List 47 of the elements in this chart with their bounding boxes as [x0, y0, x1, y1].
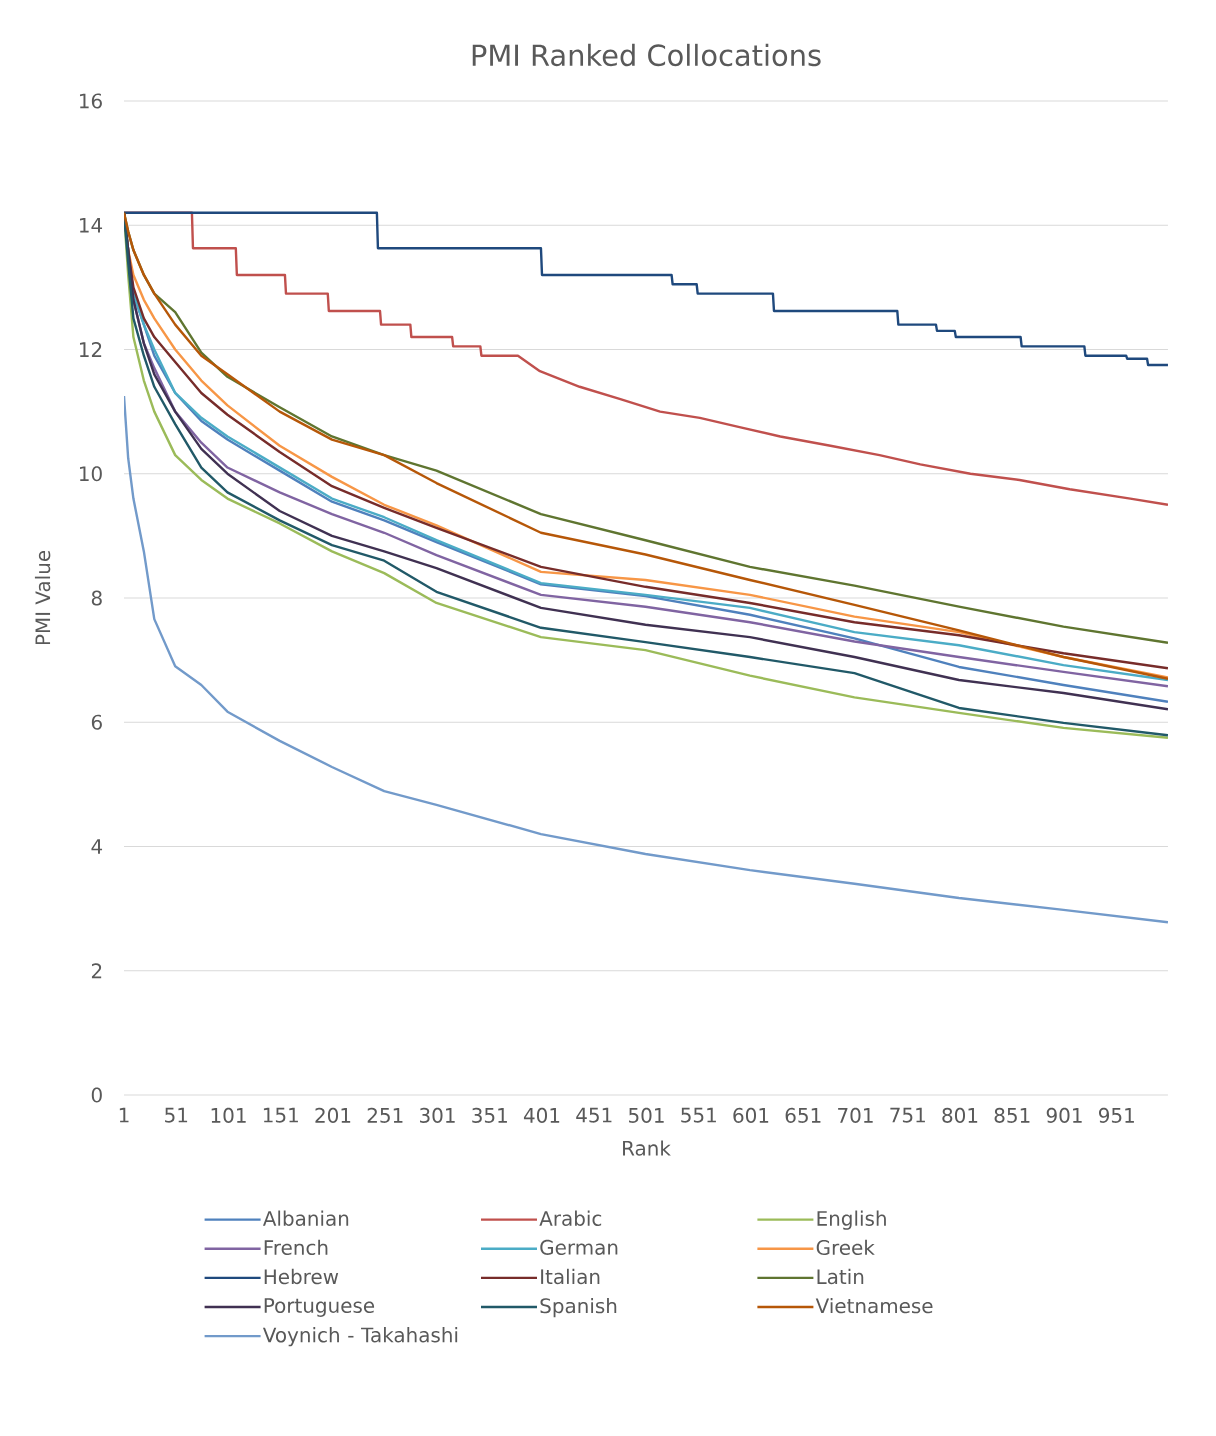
x-tick-label: 751: [890, 1107, 925, 1123]
x-tick-label: 351: [472, 1107, 507, 1123]
y-tick-label: 14: [79, 217, 103, 233]
x-tick-label: 1: [119, 1107, 129, 1123]
legend-label: Italian: [541, 1268, 600, 1285]
line-series: [124, 394, 1168, 924]
y-tick-label: 16: [79, 93, 102, 109]
x-tick-label: 951: [1098, 1107, 1134, 1123]
legend-label: Albanian: [262, 1210, 349, 1226]
y-tick-label: 2: [91, 963, 102, 979]
legend-label: Latin: [817, 1268, 864, 1285]
legend-label: German: [540, 1239, 618, 1255]
legend-label: Vietnamese: [815, 1297, 933, 1314]
x-tick-label: 601: [733, 1107, 769, 1123]
x-tick-label: 51: [165, 1107, 188, 1123]
legend-label: Arabic: [539, 1210, 602, 1226]
chart-title: PMI Ranked Collocations: [472, 43, 821, 67]
x-tick-label: 851: [994, 1107, 1030, 1123]
legend-label: Hebrew: [264, 1268, 339, 1285]
x-tick-label: 201: [315, 1107, 351, 1123]
x-tick-label: 401: [523, 1107, 560, 1123]
y-axis-title: PMI Value: [34, 550, 51, 645]
y-tick-label: 6: [91, 714, 102, 730]
x-tick-label: 701: [838, 1107, 873, 1123]
x-tick-label: 101: [211, 1107, 246, 1123]
legend-label: French: [264, 1239, 328, 1256]
y-tick-label: 12: [79, 342, 102, 357]
x-tick-label: 251: [367, 1107, 403, 1123]
x-tick-label: 901: [1046, 1107, 1082, 1123]
x-axis-title: Rank: [623, 1140, 671, 1156]
x-tick-label: 451: [576, 1107, 612, 1123]
legend-label: Voynich - Takahashi: [262, 1327, 458, 1347]
y-tick-label: 0: [91, 1087, 102, 1103]
x-tick-label: 551: [681, 1107, 716, 1123]
y-tick-label: 4: [91, 839, 103, 854]
legend-label: Portuguese: [264, 1298, 375, 1317]
legend-label: English: [817, 1210, 886, 1230]
x-tick-label: 501: [629, 1107, 664, 1123]
x-tick-label: 801: [942, 1107, 978, 1123]
legend-label: Spanish: [540, 1297, 617, 1318]
x-tick-label: 301: [420, 1107, 455, 1123]
y-tick-label: 8: [91, 590, 102, 606]
line-series: [124, 211, 1168, 367]
x-tick-label: 651: [785, 1107, 821, 1123]
legend-label: Greek: [816, 1239, 875, 1256]
y-tick-label: 10: [79, 466, 102, 482]
x-tick-label: 151: [263, 1107, 298, 1123]
